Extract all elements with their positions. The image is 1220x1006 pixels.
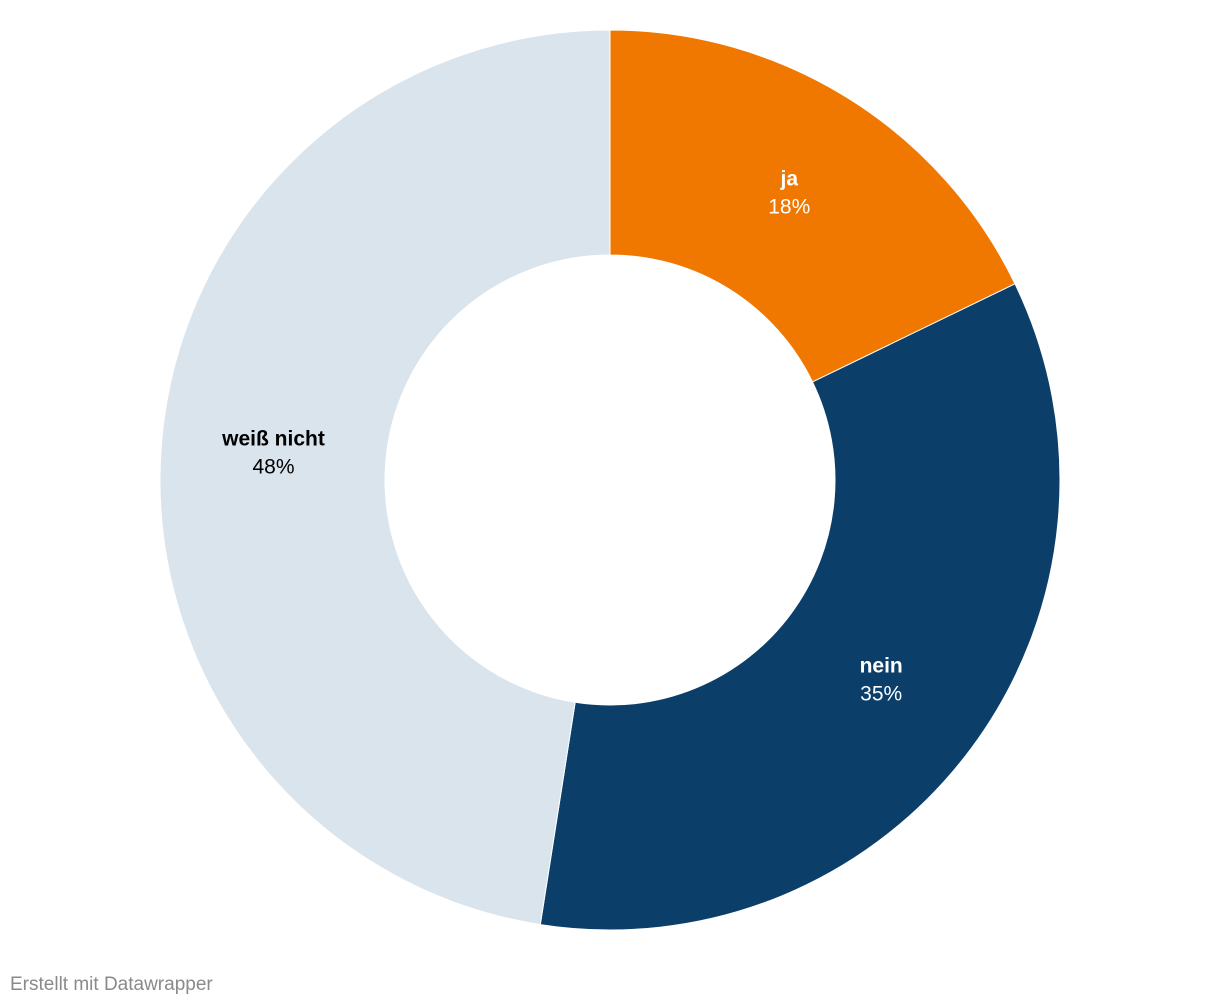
slice-label: nein [860,654,903,677]
slice-value-label: 48% [253,455,295,478]
donut-slice [539,283,1061,931]
donut-slice [609,29,1016,383]
slice-value-label: 35% [860,682,902,705]
donut-slice [159,29,611,926]
footer: Erstellt mit Datawrapper [10,974,213,995]
slice-label: weiß nicht [221,427,325,450]
slice-label: ja [779,168,798,191]
slice-value-label: 18% [768,196,810,219]
